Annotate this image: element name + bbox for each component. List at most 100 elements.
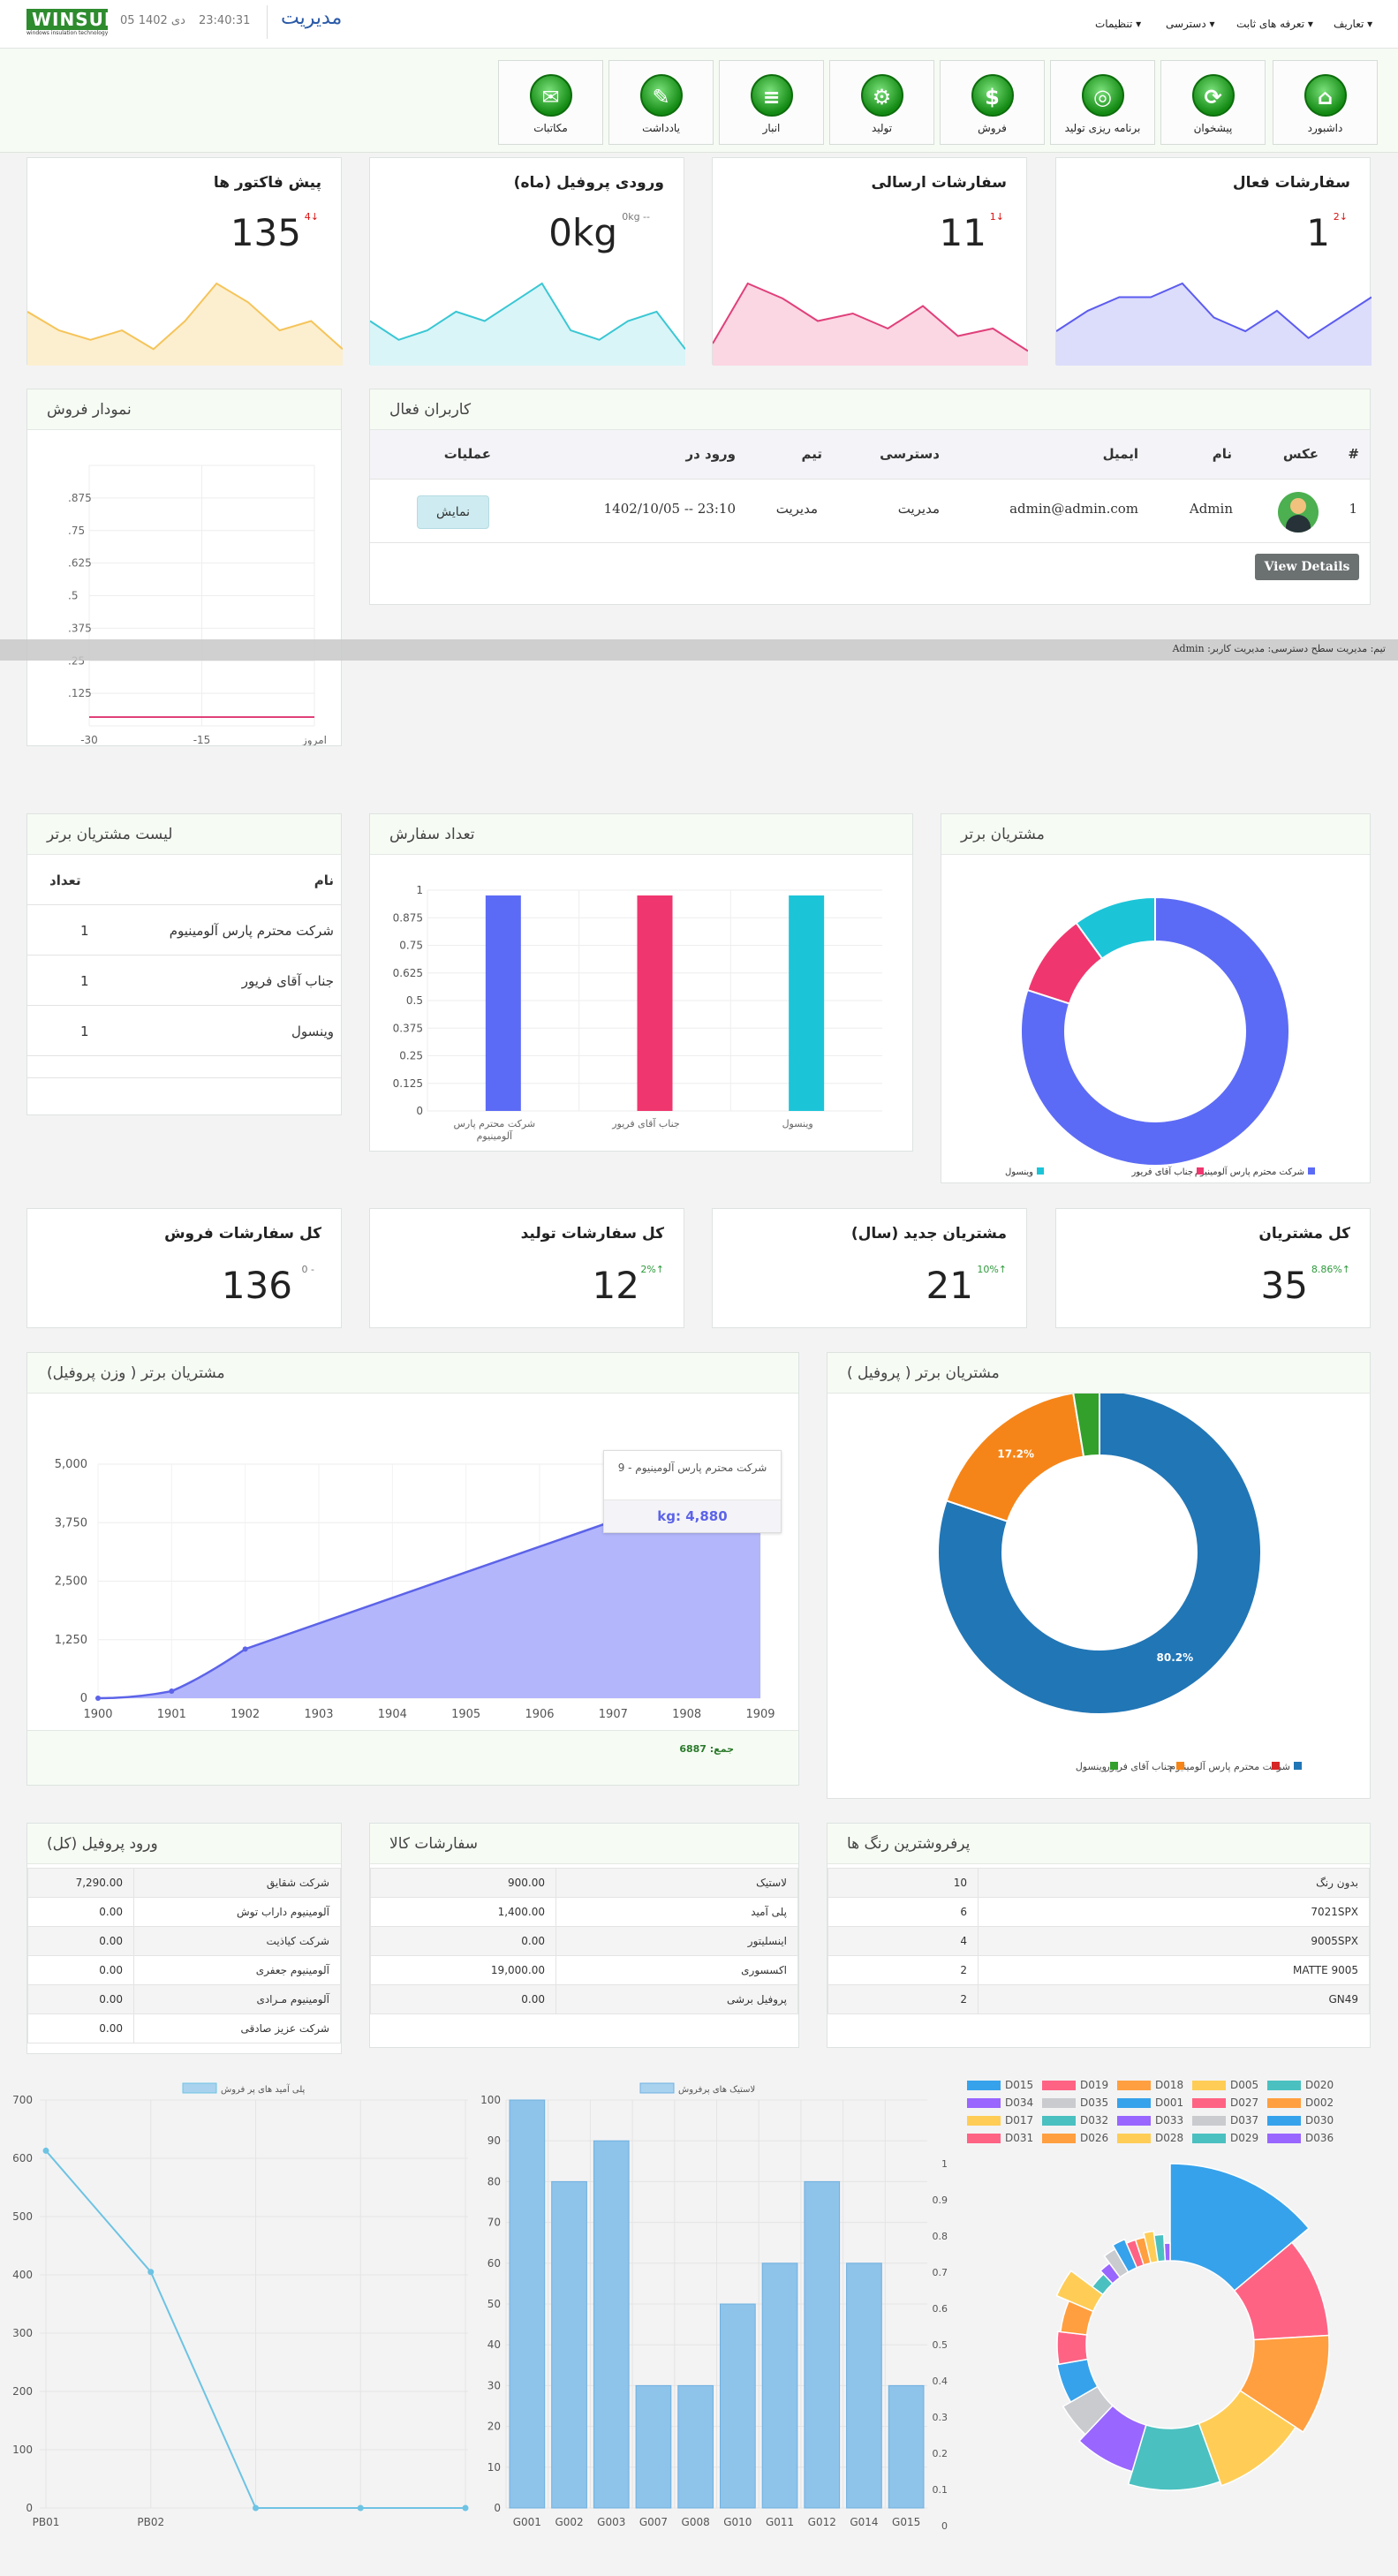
nav-production-planning[interactable]: ◎ برنامه ریزی تولید [1050, 60, 1155, 145]
view-details-button[interactable]: View Details [1255, 554, 1359, 580]
legend-label: D018 [1155, 2079, 1183, 2091]
legend-label: D017 [1005, 2114, 1033, 2127]
kpi-sent-orders: سفارشات ارسالی 11 1↓ [712, 157, 1028, 366]
table-row: 19,000.00 اکسسوری [370, 1955, 798, 1985]
x-tick-label: G014 [850, 2516, 878, 2528]
menu-definitions[interactable]: تعاریف ▾ [1334, 18, 1372, 30]
menu-access[interactable]: دسترسی ▾ [1166, 18, 1215, 30]
kpi-delta: 10%↑ [977, 1264, 1007, 1275]
table-row: 1 Admin admin@admin.com مدیریت مدیریت 14… [370, 480, 1370, 543]
y-tick-label: 3,750 [55, 1516, 87, 1530]
customer-count: 1 [80, 1024, 89, 1039]
arrow-down-icon: ↓ [995, 211, 1004, 223]
kpi-title: مشتریان جدید (سال) [850, 1225, 1007, 1243]
nav-dashboard[interactable]: ⌂ داشبورد [1273, 60, 1378, 145]
legend-swatch [1192, 2116, 1226, 2126]
table-row: 7,290.00 شرکت شقایق [27, 1868, 341, 1898]
polar-slice [1055, 2270, 1104, 2313]
colors-polar-chart: D015 D019 D018 D005 D020 D034 D035 D001 D027 D002… [933, 2079, 1334, 2532]
arrow-up-icon: ↑ [998, 1264, 1007, 1275]
table-row: 1,400.00 پلی آمید [370, 1897, 798, 1927]
data-point [357, 2504, 364, 2512]
pencil-icon: ✎ [639, 74, 683, 117]
kpi-proforma: پیش فاکتور ها 135 4↓ [26, 157, 343, 366]
show-user-button[interactable]: نمایش [417, 495, 489, 529]
y-tick-label: 0.7 [933, 2267, 948, 2278]
nav-notes[interactable]: ✎ یادداشت [608, 60, 714, 145]
menu-settings[interactable]: تنظیمات ▾ [1095, 18, 1141, 30]
legend-swatch [967, 2081, 1001, 2090]
top-header [0, 0, 1398, 49]
goods-orders-table: 900.00 لاستیک 1,400.00 پلی آمید 0.00 اینسلیتو… [370, 1868, 798, 2014]
cell-value: 1,400.00 [370, 1897, 556, 1927]
rubber-bar-chart: 0 10 20 30 40 50 60 70 80 90 100 G001 G002 G003 G007 G0… [480, 2082, 927, 2528]
kpi-production-orders: کل سفارشات تولید 12 2%↑ [369, 1208, 684, 1328]
user-team: مدیریت [775, 501, 818, 517]
col-header: ایمیل [1102, 446, 1138, 462]
legend-swatch [1192, 2081, 1226, 2090]
nav-warehouse[interactable]: ≡ انبار [719, 60, 824, 145]
nav-counter[interactable]: ⟳ پیشخوان [1160, 60, 1266, 145]
active-users-card: کاربران فعال # عکس نام ایمیل دسترسی تیم … [369, 389, 1371, 605]
bar [720, 2303, 756, 2509]
x-tick-label: 1903 [304, 1708, 333, 1721]
y-tick-label: 0.4 [933, 2376, 948, 2387]
legend-swatch [1267, 2116, 1301, 2126]
kpi-value: 1 [1306, 211, 1330, 254]
tooltip-title: شرکت محترم پارس آلومینیوم - 9 [604, 1451, 781, 1500]
legend-label: D001 [1155, 2096, 1183, 2109]
logo[interactable]: WINSUL windows insulation technology [26, 9, 116, 39]
status-text: تیم: مدیریت سطح دسترسی: مدیریت کاربر: Ad… [1172, 643, 1386, 654]
y-tick-label: .75 [68, 525, 85, 537]
col-header: عملیات [443, 446, 491, 462]
list-header: نام تعداد [27, 855, 341, 905]
y-tick-label: 1,250 [55, 1634, 87, 1647]
legend-label: D033 [1155, 2114, 1183, 2127]
menu-fixed-tariffs[interactable]: تعرفه های ثابت ▾ [1236, 18, 1313, 30]
cell-name: شرکت عزیز صادقی [133, 2013, 341, 2043]
kpi-delta-value: 1 [989, 211, 996, 223]
logo-text: WINSUL [26, 9, 116, 30]
polar-slice [1169, 2163, 1311, 2292]
cell-name: پروفیل برشی [555, 1984, 798, 2014]
data-point [169, 1688, 175, 1695]
user-login-time: 1402/10/05 -- 23:10 [603, 501, 736, 517]
x-tick-label: G010 [723, 2516, 752, 2528]
x-tick-label: 1909 [745, 1708, 775, 1721]
y-tick-label: 0 [494, 2502, 501, 2514]
x-tick-label: PB02 [137, 2516, 164, 2528]
legend-swatch [1110, 1762, 1118, 1770]
y-tick-label: .625 [68, 557, 92, 570]
nav-production[interactable]: ⚙ تولید [829, 60, 934, 145]
y-tick-label: 20 [487, 2421, 501, 2433]
y-tick-label: 300 [12, 2327, 33, 2339]
polar-slice [1198, 2390, 1297, 2487]
kpi-value: 135 [230, 211, 301, 254]
mail-icon: ✉ [529, 74, 572, 117]
cell-name: آلومینیوم داراب توش [133, 1897, 341, 1927]
y-tick-label: .875 [68, 492, 92, 504]
kpi-delta: 0kg -- [622, 211, 650, 223]
legend-swatch [1267, 2081, 1301, 2090]
legend-swatch [1042, 2098, 1076, 2108]
y-tick-label: 0.6 [933, 2303, 948, 2315]
kpi-value: 0kg [548, 211, 617, 254]
cell-name: GN49 [978, 1984, 1370, 2014]
top-colors-card: پرفروشترین رنگ ها 10 بدون رنگ 6 7021SPX 4 900… [827, 1823, 1371, 2048]
card-title: کاربران فعال [370, 389, 1370, 430]
y-tick-label: 400 [12, 2269, 33, 2281]
nav-correspondence[interactable]: ✉ مکاتبات [498, 60, 603, 145]
nav-sales[interactable]: $ فروش [940, 60, 1045, 145]
legend-swatch [1192, 2134, 1226, 2143]
legend-label: D032 [1080, 2114, 1108, 2127]
cell-value: 0.00 [27, 1897, 134, 1927]
card-title: پرفروشترین رنگ ها [827, 1824, 1370, 1864]
sparkline-chart [370, 282, 685, 366]
card-title: لیست مشتریان برتر [27, 814, 341, 855]
legend-label: شرکت محترم پارس آلومینیوم [1169, 1760, 1290, 1772]
y-tick-label: .375 [68, 622, 92, 634]
users-table-header: # عکس نام ایمیل دسترسی تیم ورود در عملیا… [370, 430, 1370, 480]
y-tick-label: 100 [480, 2094, 501, 2106]
legend-label: وینسول [1005, 1167, 1033, 1177]
kpi-title: ورودی پروفیل (ماه) [513, 174, 664, 192]
